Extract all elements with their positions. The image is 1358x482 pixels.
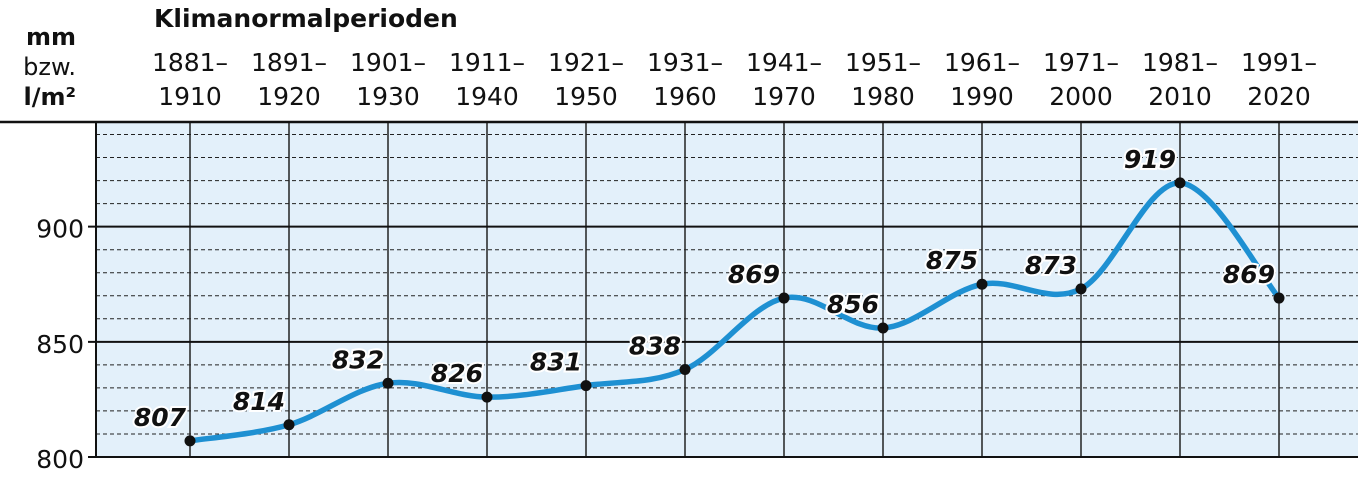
data-label: 919 bbox=[1124, 145, 1176, 174]
data-label: 869 bbox=[1223, 260, 1275, 289]
y-tick-label: 900 bbox=[36, 215, 84, 244]
y-label: mm bbox=[25, 23, 76, 51]
x-tick-label: 1911–1940 bbox=[448, 48, 526, 111]
data-point bbox=[283, 419, 295, 431]
y-label: bzw. bbox=[23, 53, 76, 81]
data-point bbox=[382, 377, 394, 389]
x-tick-label: 1891–1920 bbox=[250, 48, 328, 111]
data-point bbox=[877, 322, 889, 334]
data-label: 873 bbox=[1025, 251, 1077, 280]
data-label: 832 bbox=[332, 345, 384, 374]
data-point bbox=[1075, 283, 1087, 295]
data-label: 814 bbox=[233, 387, 285, 416]
data-label: 826 bbox=[431, 359, 483, 388]
data-label: 831 bbox=[530, 348, 582, 377]
data-point bbox=[778, 292, 790, 304]
data-label: 807 bbox=[134, 403, 187, 432]
x-tick-label: 1991–2020 bbox=[1240, 48, 1318, 111]
chart-title: Klimanormalperioden bbox=[154, 4, 458, 33]
data-point bbox=[976, 278, 988, 290]
y-tick-label: 850 bbox=[36, 330, 84, 359]
data-point bbox=[580, 380, 592, 392]
x-tick-label: 1881–1910 bbox=[151, 48, 229, 111]
x-tick-label: 1941–1970 bbox=[745, 48, 823, 111]
x-tick-label: 1951–1980 bbox=[844, 48, 922, 111]
data-point bbox=[481, 391, 493, 403]
data-label: 869 bbox=[728, 260, 780, 289]
data-label: 856 bbox=[827, 290, 879, 319]
data-point bbox=[679, 363, 691, 375]
data-label: 875 bbox=[926, 246, 978, 275]
data-point bbox=[1174, 177, 1186, 189]
y-label: l/m² bbox=[23, 83, 76, 111]
data-point bbox=[1273, 292, 1285, 304]
x-tick-label: 1961–1990 bbox=[943, 48, 1021, 111]
data-point bbox=[184, 435, 196, 447]
x-tick-label: 1901–1930 bbox=[349, 48, 427, 111]
y-tick-label: 800 bbox=[36, 445, 84, 474]
plot-background bbox=[96, 123, 1358, 457]
x-tick-label: 1921–1950 bbox=[547, 48, 625, 111]
data-label: 838 bbox=[629, 331, 681, 360]
x-tick-label: 1931–1960 bbox=[646, 48, 724, 111]
x-tick-label: 1981–2010 bbox=[1141, 48, 1219, 111]
x-tick-label: 1971–2000 bbox=[1042, 48, 1120, 111]
